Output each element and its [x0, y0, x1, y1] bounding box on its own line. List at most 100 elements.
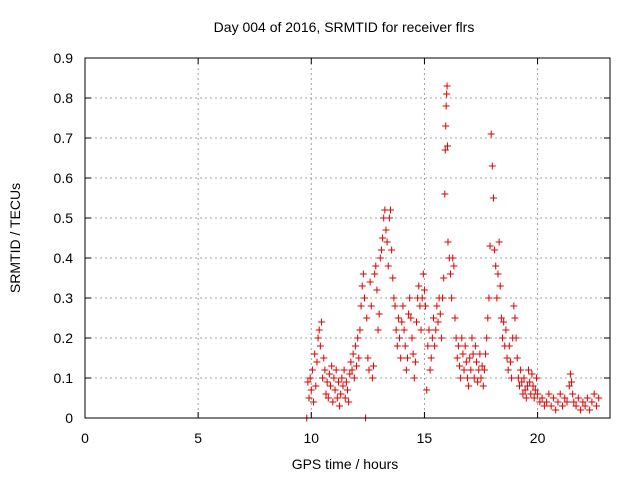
data-point — [364, 354, 372, 362]
data-point — [521, 386, 529, 394]
y-tick-label: 0.4 — [54, 250, 74, 266]
data-point — [497, 314, 505, 322]
data-point — [400, 326, 408, 334]
data-point — [314, 334, 322, 342]
data-point — [339, 382, 347, 390]
data-point — [405, 310, 413, 318]
data-point — [398, 318, 406, 326]
data-point — [433, 302, 441, 310]
data-point — [554, 398, 562, 406]
data-point — [502, 326, 510, 334]
data-point — [465, 382, 473, 390]
data-point — [317, 318, 325, 326]
y-tick-label: 0.3 — [54, 290, 74, 306]
grid-layer — [85, 58, 610, 418]
data-point — [467, 366, 475, 374]
data-point — [346, 370, 354, 378]
data-point — [324, 394, 332, 402]
data-point — [348, 366, 356, 374]
data-point — [410, 374, 418, 382]
data-points — [303, 82, 603, 422]
data-point — [409, 350, 417, 358]
y-tick-label: 0.9 — [54, 50, 74, 66]
data-point — [525, 366, 533, 374]
data-point — [408, 334, 416, 342]
data-point — [458, 334, 466, 342]
data-point — [499, 334, 507, 342]
data-point — [453, 354, 461, 362]
data-point — [506, 358, 514, 366]
data-point — [305, 394, 313, 402]
data-point — [418, 294, 426, 302]
data-point — [340, 366, 348, 374]
y-tick-label: 0.6 — [54, 170, 74, 186]
data-point — [588, 398, 596, 406]
data-point — [333, 394, 341, 402]
data-point — [545, 390, 553, 398]
data-point — [403, 354, 411, 362]
data-point — [569, 390, 577, 398]
data-point — [419, 270, 427, 278]
data-point — [558, 402, 566, 410]
data-point — [363, 314, 371, 322]
data-point — [308, 366, 316, 374]
data-point — [446, 270, 454, 278]
data-point — [313, 358, 321, 366]
data-point — [367, 302, 375, 310]
data-point — [344, 386, 351, 394]
y-tick-label: 0.2 — [54, 330, 74, 346]
data-point — [434, 318, 442, 326]
data-point — [329, 398, 337, 406]
data-point — [478, 362, 486, 370]
data-point — [549, 394, 557, 402]
data-point — [331, 386, 339, 394]
data-point — [470, 374, 478, 382]
data-point — [496, 282, 504, 290]
data-point — [495, 238, 503, 246]
data-point — [328, 362, 336, 370]
data-point — [389, 274, 397, 282]
data-point — [332, 366, 340, 374]
chart-title: Day 004 of 2016, SRMTID for receiver flr… — [214, 19, 475, 35]
data-point — [532, 374, 540, 382]
data-point — [515, 382, 523, 390]
data-point — [543, 398, 551, 406]
data-point — [579, 398, 587, 406]
data-point — [345, 398, 353, 406]
data-point — [472, 358, 480, 366]
data-point — [487, 130, 495, 138]
data-point — [510, 302, 518, 310]
data-point — [406, 294, 414, 302]
data-point — [460, 366, 468, 374]
data-point — [528, 370, 536, 378]
data-point — [351, 342, 359, 350]
data-point — [482, 350, 490, 358]
data-point — [439, 294, 447, 302]
data-point — [377, 246, 385, 254]
data-point — [493, 294, 501, 302]
data-point — [391, 302, 399, 310]
data-point — [353, 362, 361, 370]
data-point — [484, 314, 492, 322]
data-point — [401, 342, 409, 350]
data-point — [411, 358, 419, 366]
data-point — [577, 406, 585, 414]
data-point — [442, 102, 450, 110]
data-point — [375, 310, 383, 318]
data-point — [376, 254, 384, 262]
data-point — [372, 262, 380, 270]
data-point — [327, 382, 335, 390]
data-point — [347, 358, 355, 366]
data-point — [568, 378, 576, 386]
data-point — [402, 366, 410, 374]
data-point — [432, 326, 440, 334]
data-point — [388, 246, 396, 254]
data-point — [437, 334, 445, 342]
data-point — [374, 326, 382, 334]
data-point — [399, 302, 407, 310]
data-point — [384, 262, 392, 270]
data-point — [566, 370, 574, 378]
data-point — [466, 354, 474, 362]
data-point — [561, 394, 569, 402]
